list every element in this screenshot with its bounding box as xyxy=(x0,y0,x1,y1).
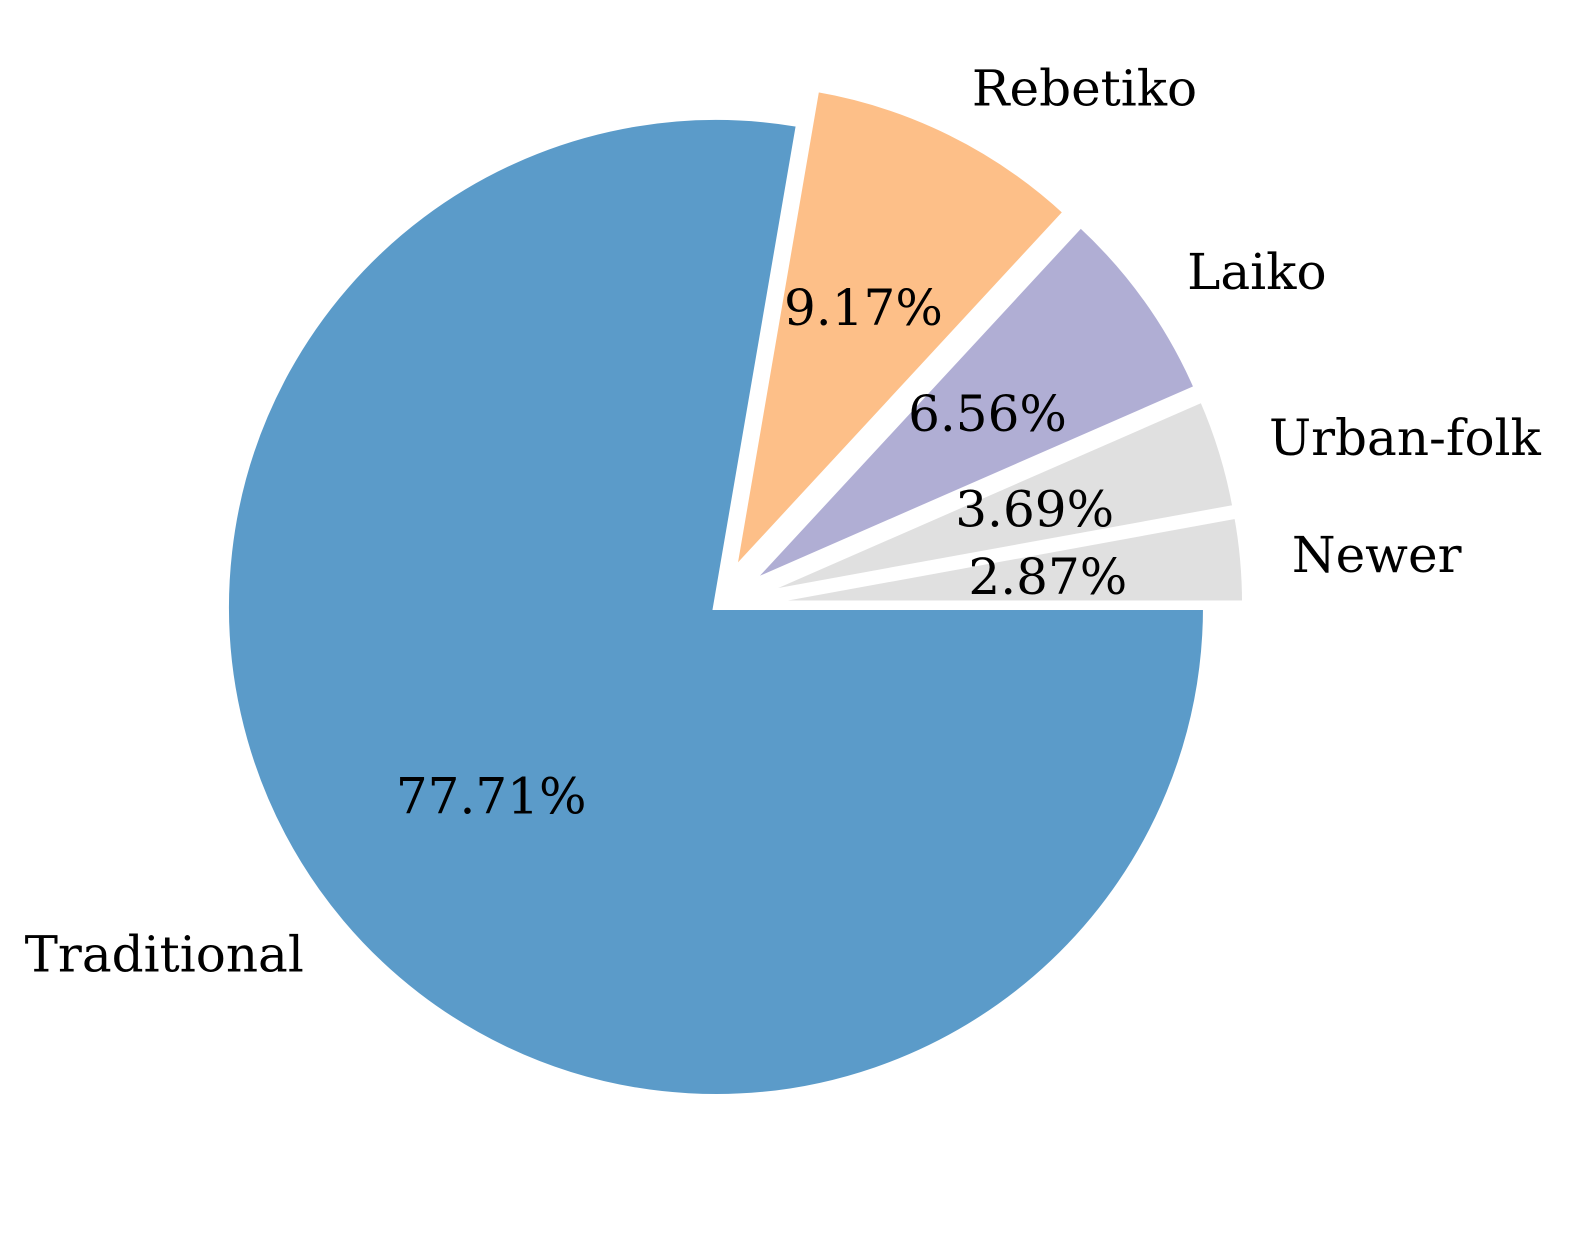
pie-category-label-urban-folk: Urban-folk xyxy=(1269,409,1542,467)
pie-percent-label-rebetiko: 9.17% xyxy=(784,279,943,337)
pie-category-label-traditional: Traditional xyxy=(25,925,304,983)
pie-percent-label-urban-folk: 3.69% xyxy=(955,481,1114,539)
pie-slice-newer xyxy=(754,512,1249,607)
pie-category-label-rebetiko: Rebetiko xyxy=(972,59,1197,117)
pie-percent-label-newer: 2.87% xyxy=(968,548,1127,606)
pie-percent-label-traditional: 77.71% xyxy=(396,767,587,825)
pie-slice-traditional xyxy=(223,114,1210,1100)
pie-category-label-newer: Newer xyxy=(1292,526,1462,584)
pie-slice-rebetiko xyxy=(728,85,1071,582)
pie-slice-laiko xyxy=(745,220,1201,588)
pie-percent-label-laiko: 6.56% xyxy=(908,385,1067,443)
pie-category-label-laiko: Laiko xyxy=(1187,243,1326,301)
pie-slice-urban-folk xyxy=(752,395,1240,599)
